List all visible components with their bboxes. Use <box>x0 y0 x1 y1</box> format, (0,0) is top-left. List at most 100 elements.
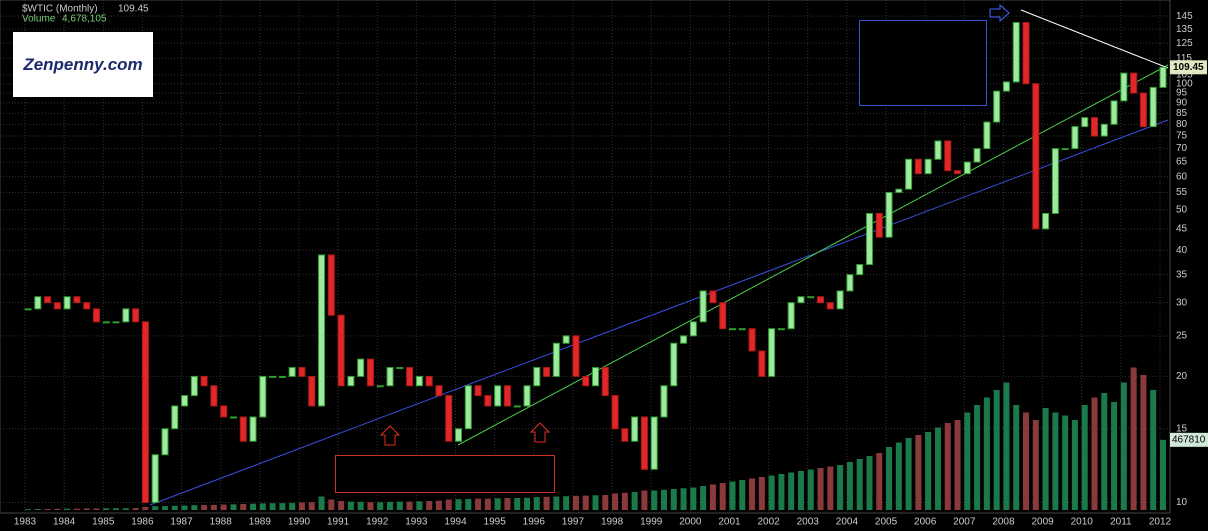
x-tick-label: 1985 <box>92 517 115 528</box>
volume-bar <box>670 489 677 510</box>
volume-bar <box>934 427 941 510</box>
candle <box>1032 83 1040 230</box>
candle <box>503 385 511 407</box>
volume-bar <box>1140 375 1147 510</box>
candle <box>914 158 922 175</box>
volume-bar <box>1003 382 1010 510</box>
volume-bar <box>93 508 100 510</box>
volume-bar <box>1111 402 1118 510</box>
candle <box>357 358 365 377</box>
volume-bar <box>1071 420 1078 510</box>
y-tick-label: 35 <box>1176 269 1188 280</box>
y-tick-label: 15 <box>1176 423 1188 434</box>
volume-bar <box>856 459 863 510</box>
candle <box>73 296 81 304</box>
volume-bar <box>778 474 785 510</box>
candle <box>699 290 707 323</box>
x-tick-label: 2008 <box>992 517 1015 528</box>
candle <box>1002 81 1010 92</box>
candle <box>895 188 903 193</box>
y-tick-label: 10 <box>1176 497 1188 508</box>
candle <box>1100 123 1108 137</box>
volume-bar <box>563 496 570 510</box>
volume-bar <box>944 423 951 510</box>
y-tick-label: 105 <box>1176 70 1193 81</box>
candle <box>826 302 834 310</box>
candle <box>680 335 688 344</box>
candle <box>249 416 257 442</box>
candle <box>983 121 991 150</box>
candle <box>592 367 599 387</box>
volume-bar <box>122 508 129 510</box>
candle <box>631 416 639 442</box>
candle <box>141 321 149 503</box>
y-tick-label: 85 <box>1176 108 1188 119</box>
candle <box>807 296 815 299</box>
volume-bar <box>1101 393 1108 510</box>
x-tick-label: 2007 <box>953 517 976 528</box>
volume-bar <box>338 501 345 510</box>
volume-bar <box>1013 405 1020 510</box>
up-arrow <box>379 425 401 446</box>
candle <box>210 385 218 407</box>
volume-bar <box>895 442 902 510</box>
y-tick-label: 115 <box>1176 53 1192 64</box>
y-tick-label: 135 <box>1176 24 1193 35</box>
volume-bar <box>729 481 736 510</box>
volume-bar <box>827 466 834 510</box>
volume-bar <box>250 503 257 510</box>
candle <box>396 367 404 370</box>
candle <box>386 367 394 387</box>
candle <box>621 428 629 442</box>
x-tick-label: 2011 <box>1110 517 1132 528</box>
trendline-2008 <box>1020 9 1169 69</box>
y-tick-label: 30 <box>1176 297 1188 308</box>
volume-bar <box>925 432 932 510</box>
volume-bar <box>181 505 188 510</box>
volume-bar <box>1052 412 1059 510</box>
price-tag-label: 109.45 <box>1173 62 1204 73</box>
x-tick-label: 2009 <box>1031 517 1054 528</box>
volume-bar <box>709 484 716 510</box>
candle <box>1012 22 1020 83</box>
candle <box>738 328 746 331</box>
price-tag <box>1170 60 1207 75</box>
volume-bar <box>416 501 423 510</box>
volume-bar <box>504 498 511 510</box>
candle <box>1051 148 1059 214</box>
candle <box>1091 117 1099 137</box>
candle <box>161 428 169 456</box>
volume-bar <box>73 508 80 510</box>
volume-bar <box>788 472 795 510</box>
volume-bar <box>768 475 775 510</box>
volume-bar <box>142 507 149 510</box>
candle <box>787 302 795 330</box>
candle <box>298 367 306 377</box>
volume-bar <box>876 453 883 510</box>
candle <box>689 321 697 337</box>
volume-bar <box>132 508 139 510</box>
x-tick-label: 1990 <box>288 517 311 528</box>
volume-bar <box>651 490 658 510</box>
volume-bar <box>201 505 208 510</box>
volume-bar <box>886 447 893 510</box>
candle <box>875 212 883 238</box>
candle <box>543 367 551 377</box>
volume-bar <box>915 435 922 510</box>
x-tick-label: 1995 <box>484 517 507 528</box>
x-tick-label: 1999 <box>640 517 663 528</box>
volume-bar <box>954 420 961 510</box>
volume-bar <box>475 498 482 510</box>
candle <box>523 385 531 407</box>
candle <box>151 454 159 503</box>
candle <box>445 395 453 442</box>
candle <box>670 342 678 387</box>
volume-bar <box>484 498 491 510</box>
candle <box>435 385 443 397</box>
volume-bar <box>524 497 531 510</box>
y-tick-label: 50 <box>1176 204 1188 215</box>
x-tick-label: 2005 <box>875 517 898 528</box>
baby-note <box>859 20 987 106</box>
candle <box>865 212 873 266</box>
candle <box>1061 148 1069 151</box>
